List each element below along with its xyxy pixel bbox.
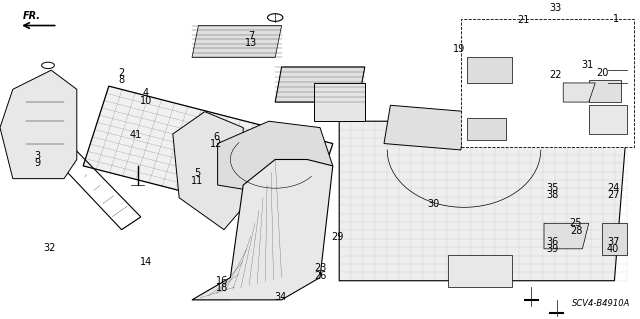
Text: 41: 41 (129, 130, 142, 140)
Text: 23: 23 (314, 263, 326, 273)
Bar (589, 80, 621, 102)
Polygon shape (83, 86, 333, 223)
Polygon shape (173, 112, 243, 230)
Polygon shape (467, 118, 506, 140)
Text: 2: 2 (118, 68, 125, 78)
Text: 40: 40 (607, 244, 620, 255)
Polygon shape (563, 83, 595, 102)
Bar (602, 223, 627, 255)
Polygon shape (314, 83, 365, 121)
Text: 8: 8 (118, 75, 125, 85)
Text: 3: 3 (34, 151, 40, 161)
Text: 12: 12 (210, 139, 223, 149)
Polygon shape (544, 223, 589, 249)
Text: 38: 38 (546, 190, 559, 200)
Text: 39: 39 (546, 244, 559, 255)
Text: 29: 29 (332, 232, 344, 242)
Text: 10: 10 (140, 96, 152, 106)
Bar (461, 19, 634, 147)
Text: 18: 18 (216, 283, 228, 293)
Text: 20: 20 (596, 68, 609, 78)
Polygon shape (339, 121, 627, 281)
Text: 26: 26 (314, 271, 326, 281)
Text: 22: 22 (549, 70, 562, 80)
Text: 37: 37 (607, 237, 620, 247)
Text: 34: 34 (274, 292, 287, 302)
Text: 9: 9 (34, 158, 40, 168)
Text: 1: 1 (613, 14, 620, 24)
Text: 28: 28 (570, 226, 582, 236)
Polygon shape (218, 121, 333, 198)
Text: 4: 4 (143, 88, 149, 99)
Text: 33: 33 (549, 3, 562, 13)
Text: 36: 36 (546, 237, 559, 247)
Text: 27: 27 (607, 190, 620, 200)
Text: 14: 14 (140, 257, 152, 267)
Text: 5: 5 (194, 168, 200, 178)
Polygon shape (192, 26, 282, 57)
Text: 35: 35 (546, 182, 559, 193)
Text: 11: 11 (191, 175, 204, 186)
Polygon shape (384, 105, 467, 150)
Text: 30: 30 (428, 198, 440, 209)
Bar (589, 105, 627, 134)
Polygon shape (275, 67, 365, 102)
Text: 16: 16 (216, 276, 228, 286)
Polygon shape (467, 57, 512, 83)
Text: 21: 21 (517, 15, 530, 26)
Text: 19: 19 (453, 44, 466, 54)
Text: FR.: FR. (23, 11, 41, 21)
Text: 25: 25 (570, 218, 582, 228)
Polygon shape (0, 70, 77, 179)
Polygon shape (192, 160, 333, 300)
Text: 7: 7 (248, 31, 254, 41)
Text: 13: 13 (244, 38, 257, 48)
Text: SCV4-B4910A: SCV4-B4910A (572, 299, 630, 308)
Text: 24: 24 (607, 182, 620, 193)
Text: 31: 31 (581, 60, 594, 70)
Text: 6: 6 (213, 131, 220, 142)
Text: 32: 32 (44, 243, 56, 253)
Polygon shape (448, 255, 512, 287)
